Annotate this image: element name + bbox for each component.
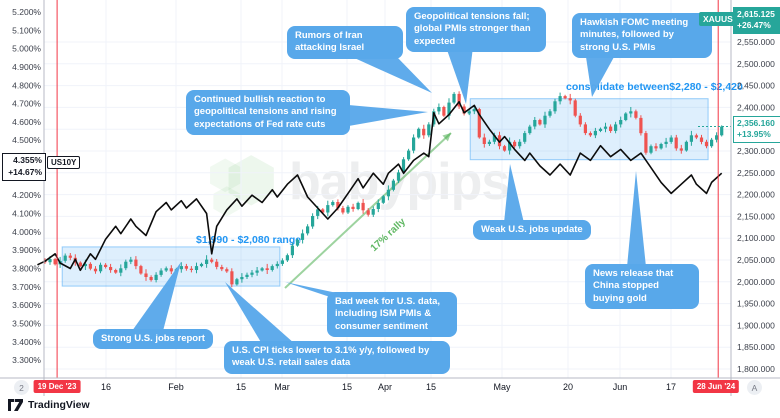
svg-text:4.500%: 4.500% [12,135,41,145]
svg-text:3.600%: 3.600% [12,300,41,310]
svg-text:3.900%: 3.900% [12,245,41,255]
svg-text:15: 15 [236,382,246,392]
svg-text:2,100.000: 2,100.000 [737,233,775,243]
callout-continued-bullish[interactable]: Continued bullish reaction to geopolitic… [186,90,350,136]
svg-text:1,950.000: 1,950.000 [737,299,775,309]
callout-geo-tensions-fall[interactable]: Geopolitical tensions fall; global PMIs … [406,7,546,53]
svg-text:Jun: Jun [613,382,628,392]
last-price-value: 2,615.125 [737,9,775,19]
us10y-axis-price-label: 4.355% +14.67% [2,153,46,181]
xauusd-axis-change: +13.95% [737,129,771,140]
svg-text:4.100%: 4.100% [12,209,41,219]
callout-bad-week[interactable]: Bad week for U.S. data, including ISM PM… [327,292,457,338]
callout-beam [586,57,614,97]
svg-text:5.000%: 5.000% [12,44,41,54]
end-date-badge: 28 Jun '24 [692,380,740,393]
babypips-logo-icon [210,155,274,217]
svg-text:Mar: Mar [274,382,290,392]
us10y-axis-change: +14.67% [8,166,42,177]
svg-text:2,150.000: 2,150.000 [737,211,775,221]
last-price-change: +26.47% [737,20,771,31]
svg-text:2,550.000: 2,550.000 [737,37,775,47]
us10y-series-tag[interactable]: US10Y [47,156,81,169]
svg-text:2,200.000: 2,200.000 [737,190,775,200]
svg-text:4.200%: 4.200% [12,190,41,200]
us10y-axis-value: 4.355% [13,155,42,165]
callout-beam [132,262,181,331]
tradingview-logo-icon [8,399,23,411]
svg-text:2,400.000: 2,400.000 [737,102,775,112]
range-label: $1,990 - $2,080 range [196,234,301,246]
svg-text:4.700%: 4.700% [12,99,41,109]
tradingview-logo[interactable]: TradingView [8,399,90,411]
xauusd-axis-price: 2,356.160 [737,118,775,128]
svg-text:3.300%: 3.300% [12,355,41,365]
callout-cpi-lower[interactable]: U.S. CPI ticks lower to 3.1% y/y, follow… [224,341,450,374]
svg-text:1,900.000: 1,900.000 [737,320,775,330]
svg-text:17: 17 [666,382,676,392]
callout-beam [350,56,432,93]
callout-hawkish-fomc[interactable]: Hawkish FOMC meeting minutes, followed b… [572,13,712,59]
svg-text:3.700%: 3.700% [12,282,41,292]
svg-text:1,850.000: 1,850.000 [737,342,775,352]
svg-text:4.800%: 4.800% [12,80,41,90]
range-label: consolidate between$2,280 - $2,420 [566,81,743,93]
symbol-badge[interactable]: XAUUSD [699,12,743,26]
drawings-count-button[interactable]: 2 [14,380,29,395]
callout-strong-jobs[interactable]: Strong U.S. jobs report [93,329,213,350]
us10y-line [37,101,723,272]
svg-text:4.900%: 4.900% [12,62,41,72]
svg-text:5.200%: 5.200% [12,7,41,17]
svg-text:Apr: Apr [378,382,392,392]
callout-beam [504,164,524,223]
callout-beam [446,47,473,104]
svg-text:2,300.000: 2,300.000 [737,146,775,156]
svg-text:2,050.000: 2,050.000 [737,255,775,265]
svg-text:4.600%: 4.600% [12,117,41,127]
svg-text:2,000.000: 2,000.000 [737,277,775,287]
svg-text:3.500%: 3.500% [12,318,41,328]
callout-beam [326,103,428,130]
svg-text:2,250.000: 2,250.000 [737,168,775,178]
svg-text:4.000%: 4.000% [12,227,41,237]
svg-text:3.400%: 3.400% [12,337,41,347]
svg-text:5.100%: 5.100% [12,25,41,35]
svg-text:2,450.000: 2,450.000 [737,81,775,91]
price-chart[interactable]: $1,990 - $2,080 range consolidate between… [0,0,780,400]
svg-text:15: 15 [342,382,352,392]
svg-text:2,500.000: 2,500.000 [737,59,775,69]
trend-arrow-label: 17% rally [369,216,409,254]
auto-scale-button[interactable]: A [747,380,762,395]
last-price-badge: 2,615.125 +26.47% [733,7,780,34]
callout-weak-jobs[interactable]: Weak U.S. jobs update [473,220,591,241]
svg-text:May: May [493,382,511,392]
xauusd-axis-price-label: 2,356.160 +13.95% [733,116,780,143]
start-date-badge: 19 Dec '23 [33,380,81,393]
svg-text:15: 15 [426,382,436,392]
tradingview-brand-text: TradingView [28,399,90,411]
callout-china-gold[interactable]: News release that China stopped buying g… [585,264,699,310]
callout-beam [225,282,295,344]
svg-text:1,800.000: 1,800.000 [737,364,775,374]
callout-beam [627,171,646,267]
svg-text:16: 16 [101,382,111,392]
svg-text:Feb: Feb [168,382,184,392]
callout-iran-rumors[interactable]: Rumors of Iran attacking Israel [287,26,403,59]
svg-text:3.800%: 3.800% [12,264,41,274]
svg-text:20: 20 [563,382,573,392]
